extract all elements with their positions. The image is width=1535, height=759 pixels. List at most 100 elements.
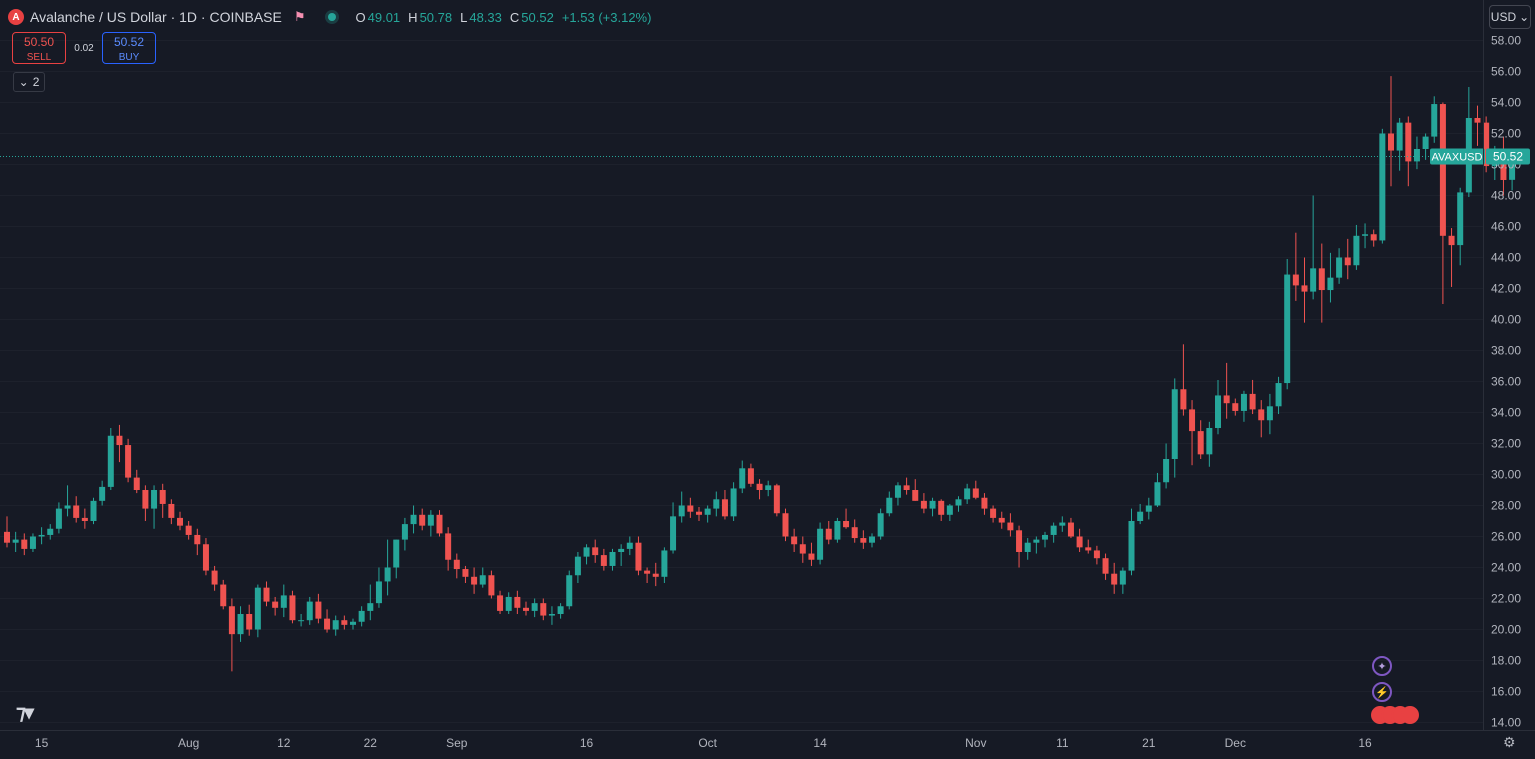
candle[interactable] — [151, 485, 158, 529]
candle[interactable] — [237, 606, 244, 642]
candle[interactable] — [808, 542, 815, 566]
candle[interactable] — [1405, 116, 1412, 187]
candle[interactable] — [1465, 87, 1472, 198]
candle[interactable] — [670, 502, 677, 554]
candle[interactable] — [453, 553, 460, 579]
candle[interactable] — [981, 493, 988, 515]
candle[interactable] — [696, 507, 702, 521]
candle[interactable] — [21, 533, 28, 556]
candle[interactable] — [1223, 362, 1230, 419]
candle[interactable] — [272, 596, 279, 616]
candle[interactable] — [38, 527, 45, 545]
candle[interactable] — [427, 510, 434, 537]
candle[interactable] — [306, 596, 313, 625]
gear-icon[interactable]: ⚙ — [1503, 734, 1516, 750]
candle[interactable] — [246, 604, 253, 636]
candle[interactable] — [791, 528, 798, 552]
candle[interactable] — [1171, 378, 1178, 478]
candle[interactable] — [142, 485, 149, 521]
candle[interactable] — [479, 567, 486, 588]
candle[interactable] — [1215, 379, 1221, 435]
candle[interactable] — [1085, 539, 1092, 554]
candle[interactable] — [332, 615, 339, 636]
candle[interactable] — [497, 590, 504, 614]
candle[interactable] — [358, 606, 365, 627]
candle[interactable] — [1067, 517, 1074, 539]
candle[interactable] — [592, 539, 599, 563]
candle[interactable] — [410, 505, 417, 534]
candle[interactable] — [747, 463, 754, 487]
candle[interactable] — [661, 547, 668, 583]
candle[interactable] — [280, 584, 287, 618]
candle[interactable] — [1189, 400, 1196, 466]
candle[interactable] — [1396, 118, 1403, 171]
candle[interactable] — [1327, 252, 1334, 303]
candle[interactable] — [1266, 393, 1273, 435]
candle[interactable] — [1240, 390, 1247, 422]
candle[interactable] — [1059, 516, 1066, 532]
candle[interactable] — [401, 517, 408, 551]
candle[interactable] — [929, 497, 936, 517]
candle[interactable] — [626, 536, 633, 556]
candle[interactable] — [1500, 136, 1507, 196]
candle[interactable] — [375, 567, 382, 608]
candle[interactable] — [1249, 379, 1256, 415]
candle[interactable] — [912, 479, 919, 501]
candle[interactable] — [531, 598, 538, 618]
candle[interactable] — [220, 579, 227, 610]
candle[interactable] — [471, 567, 478, 594]
candle[interactable] — [869, 533, 875, 548]
candle[interactable] — [557, 603, 564, 619]
candle[interactable] — [1016, 525, 1023, 568]
economic-events[interactable] — [1371, 706, 1419, 724]
candle[interactable] — [1310, 195, 1317, 300]
candle[interactable] — [1422, 133, 1429, 160]
currency-select[interactable]: USD ⌄ — [1489, 5, 1531, 29]
candle[interactable] — [523, 601, 529, 616]
candle[interactable] — [324, 609, 331, 633]
candle[interactable] — [159, 483, 166, 518]
candle[interactable] — [972, 480, 979, 500]
candle[interactable] — [1388, 76, 1394, 187]
candle[interactable] — [488, 570, 495, 599]
candle[interactable] — [1457, 187, 1464, 266]
candle[interactable] — [107, 428, 114, 490]
candle[interactable] — [548, 606, 555, 625]
tradingview-logo-icon[interactable]: ⁊▾ — [16, 702, 34, 724]
candle[interactable] — [211, 565, 218, 591]
candle[interactable] — [644, 567, 651, 584]
candle[interactable] — [1033, 536, 1040, 554]
candle[interactable] — [756, 479, 763, 500]
candle[interactable] — [574, 552, 581, 583]
candle[interactable] — [721, 490, 728, 520]
candle[interactable] — [903, 477, 910, 495]
candle[interactable] — [860, 530, 867, 549]
candle[interactable] — [1284, 259, 1291, 390]
candle[interactable] — [834, 517, 841, 543]
candle[interactable] — [1093, 545, 1100, 565]
candle[interactable] — [877, 508, 884, 540]
candle[interactable] — [1318, 243, 1325, 323]
lightning-icon[interactable]: ⚡ — [1372, 682, 1392, 702]
candle[interactable] — [1128, 508, 1135, 576]
candle[interactable] — [55, 502, 62, 534]
candle[interactable] — [817, 522, 824, 565]
candle[interactable] — [920, 493, 927, 514]
candle[interactable] — [964, 483, 971, 504]
candle[interactable] — [350, 618, 356, 630]
time-axis[interactable] — [0, 730, 1535, 759]
candle[interactable] — [1232, 398, 1239, 416]
candle[interactable] — [1474, 105, 1481, 146]
candle[interactable] — [90, 497, 97, 525]
candle[interactable] — [1370, 229, 1377, 247]
candle[interactable] — [315, 593, 322, 624]
candle[interactable] — [566, 570, 573, 610]
candle[interactable] — [851, 519, 858, 543]
candle[interactable] — [782, 508, 789, 542]
candle[interactable] — [393, 539, 400, 579]
candle[interactable] — [652, 562, 659, 587]
candle[interactable] — [436, 510, 443, 537]
candle[interactable] — [29, 533, 36, 552]
sell-button[interactable]: 50.50 SELL — [12, 32, 66, 64]
